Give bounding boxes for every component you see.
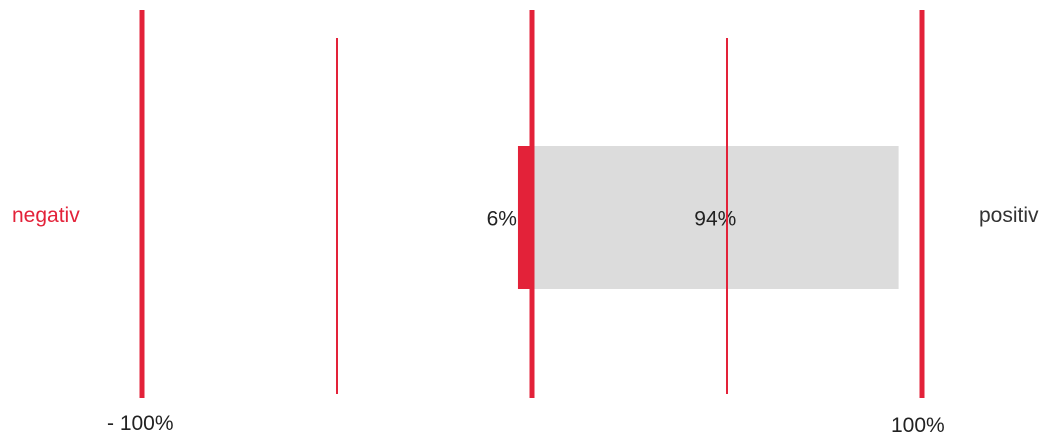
data-label-positiv: 94% <box>694 208 736 231</box>
positive-side-label: positiv <box>979 204 1039 227</box>
bar-positiv <box>532 146 899 289</box>
negative-side-label: negativ <box>12 204 80 227</box>
axis-label-min: - 100% <box>107 412 174 435</box>
bar-negativ <box>517 146 532 289</box>
data-label-negativ: 6% <box>487 208 517 231</box>
axis-label-max: 100% <box>891 414 945 437</box>
